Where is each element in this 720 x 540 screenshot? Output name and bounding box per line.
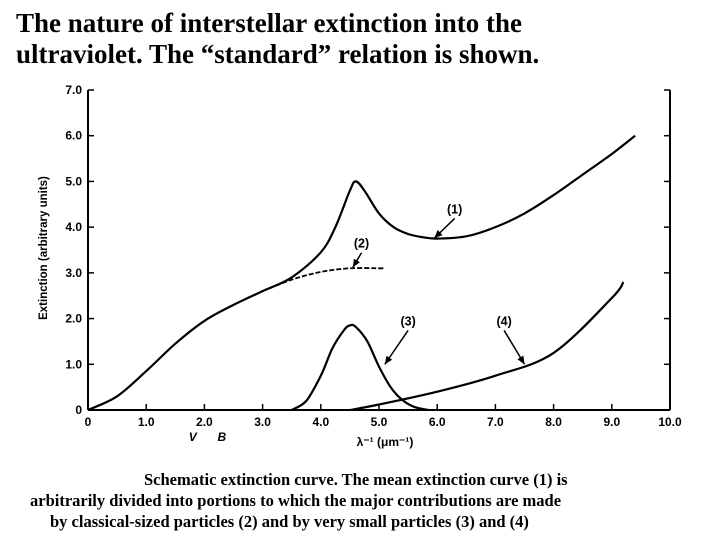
x-tick-label: 7.0 xyxy=(487,415,504,429)
y-tick-label: 7.0 xyxy=(65,83,82,97)
annotation-arrowhead-2 xyxy=(352,258,360,268)
x-tick-label: 0 xyxy=(85,415,92,429)
slide-title: The nature of interstellar extinction in… xyxy=(16,8,716,70)
slide-title-line-1: The nature of interstellar extinction in… xyxy=(16,8,522,38)
band-label: V xyxy=(189,430,198,444)
annotation-label-4: (4) xyxy=(496,314,511,328)
annotation-arrowhead-3 xyxy=(384,355,393,365)
x-tick-label: 1.0 xyxy=(138,415,155,429)
series-line-1 xyxy=(87,134,636,411)
y-tick-label: 4.0 xyxy=(65,220,82,234)
x-tick-label: 5.0 xyxy=(371,415,388,429)
x-tick-label: 4.0 xyxy=(312,415,329,429)
y-tick-label: 6.0 xyxy=(65,129,82,143)
y-tick-label: 3.0 xyxy=(65,266,82,280)
y-tick-label: 5.0 xyxy=(65,174,82,188)
annotation-arrowhead-4 xyxy=(517,355,525,365)
caption-line-1: Schematic extinction curve. The mean ext… xyxy=(144,470,568,489)
x-tick-label: 6.0 xyxy=(429,415,446,429)
x-axis-label: λ⁻¹ (μm⁻¹) xyxy=(357,435,414,449)
x-tick-label: 3.0 xyxy=(254,415,271,429)
caption-line-2: arbitrarily divided into portions to whi… xyxy=(30,491,562,510)
x-tick-label: 10.0 xyxy=(658,415,682,429)
x-tick-label: 8.0 xyxy=(545,415,562,429)
band-label: B xyxy=(218,430,227,444)
caption-line-3: by classical-sized particles (2) and by … xyxy=(50,512,529,531)
x-tick-label: 9.0 xyxy=(603,415,620,429)
slide-title-line-2: ultraviolet. The “standard” relation is … xyxy=(16,39,540,69)
annotation-label-2: (2) xyxy=(354,237,369,251)
annotation-label-1: (1) xyxy=(447,202,462,216)
annotation-arrowhead-1 xyxy=(434,230,443,239)
x-tick-label: 2.0 xyxy=(196,415,213,429)
series-line-4 xyxy=(349,281,625,412)
y-tick-label: 2.0 xyxy=(65,312,82,326)
y-tick-label: 1.0 xyxy=(65,357,82,371)
figure-caption: Schematic extinction curve. The mean ext… xyxy=(30,469,720,532)
y-tick-label: 0 xyxy=(75,403,82,417)
series-line-3 xyxy=(291,323,429,412)
series-line-2 xyxy=(262,267,385,292)
y-axis-label: Extinction (arbitrary units) xyxy=(38,176,50,320)
annotation-label-3: (3) xyxy=(400,314,415,328)
